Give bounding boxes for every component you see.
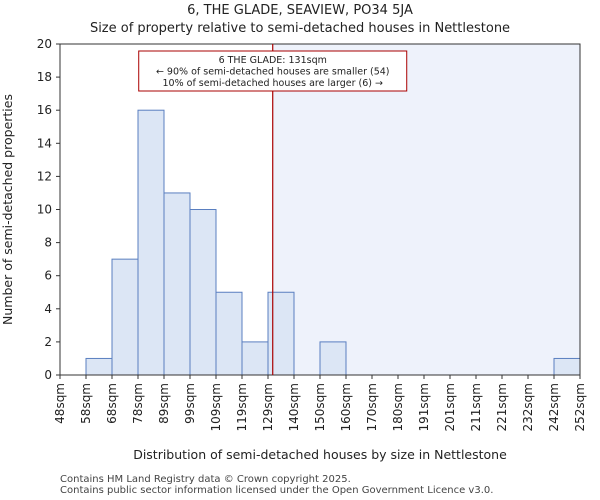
x-tick-label: 119sqm [235, 383, 249, 431]
y-axis-label: Number of semi-detached properties [0, 94, 15, 325]
chart-title: 6, THE GLADE, SEAVIEW, PO34 5JA [187, 3, 413, 18]
x-tick-label: 201sqm [443, 383, 457, 431]
x-tick-label: 221sqm [495, 383, 509, 431]
x-tick-label: 78sqm [131, 383, 145, 424]
y-tick-label: 2 [44, 335, 52, 349]
bar [267, 291, 295, 376]
x-tick-label: 232sqm [521, 383, 535, 431]
y-tick-label: 12 [37, 169, 52, 183]
bar [319, 341, 347, 376]
annotation-line-1: 6 THE GLADE: 131sqm [219, 55, 327, 66]
highlight-region [272, 44, 580, 375]
x-tick-label: 58sqm [79, 383, 93, 424]
x-tick-label: 170sqm [365, 383, 379, 431]
y-tick-label: 0 [44, 368, 52, 382]
x-axis-label: Distribution of semi-detached houses by … [133, 447, 507, 462]
bar [137, 109, 165, 376]
x-tick-label: 140sqm [287, 383, 301, 431]
y-tick-label: 18 [37, 70, 52, 84]
y-tick-label: 6 [44, 269, 52, 283]
footer-line-2: Contains public sector information licen… [60, 485, 494, 496]
x-tick-label: 160sqm [339, 383, 353, 431]
bar [189, 209, 217, 376]
y-tick-label: 8 [44, 236, 52, 250]
annotation-line-3: 10% of semi-detached houses are larger (… [163, 78, 383, 89]
bar [553, 357, 581, 376]
bar [85, 357, 113, 376]
bar [111, 258, 139, 376]
x-tick-label: 150sqm [313, 383, 327, 431]
annotation-box [138, 50, 408, 92]
x-tick-label: 68sqm [105, 383, 119, 424]
x-tick-label: 211sqm [469, 383, 483, 431]
x-tick-label: 191sqm [417, 383, 431, 431]
y-tick-label: 14 [37, 136, 52, 150]
bar [163, 192, 191, 376]
bar [241, 341, 269, 376]
footer-line-1: Contains HM Land Registry data © Crown c… [60, 474, 351, 485]
y-tick-label: 20 [37, 37, 52, 51]
x-tick-label: 129sqm [261, 383, 275, 431]
y-tick-label: 16 [37, 103, 52, 117]
x-tick-label: 180sqm [391, 383, 405, 431]
x-tick-label: 99sqm [183, 383, 197, 424]
annotation-line-2: ← 90% of semi-detached houses are smalle… [156, 67, 390, 78]
bar [215, 291, 243, 376]
y-tick-label: 4 [44, 302, 52, 316]
x-tick-label: 242sqm [547, 383, 561, 431]
y-tick-label: 10 [37, 203, 52, 217]
x-tick-label: 48sqm [53, 383, 67, 424]
x-tick-label: 252sqm [573, 383, 587, 431]
x-tick-label: 89sqm [157, 383, 171, 424]
chart-subtitle: Size of property relative to semi-detach… [89, 21, 511, 36]
x-tick-label: 109sqm [209, 383, 223, 431]
